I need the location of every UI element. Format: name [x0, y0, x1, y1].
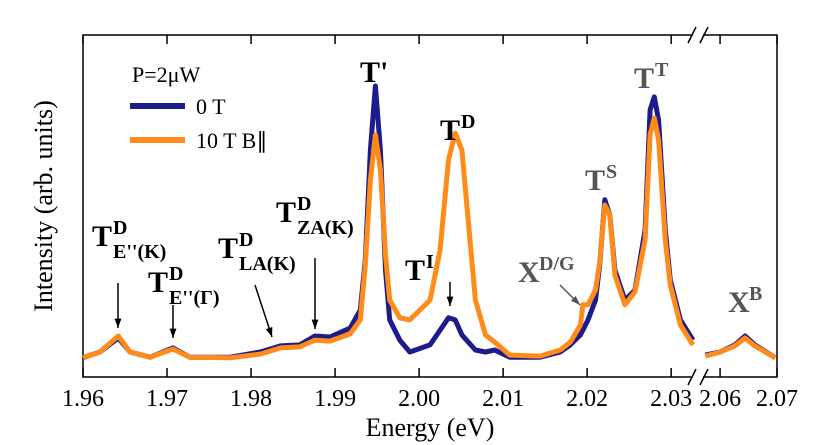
y-axis-label: Intensity (arb. units) — [29, 100, 58, 312]
x-tick-label: 2.00 — [398, 386, 440, 412]
annotation-sup: B — [749, 283, 762, 305]
annotation-sub: ZA(K) — [297, 217, 354, 239]
annotation-arrowhead — [446, 296, 454, 306]
x-tick-label: 2.06 — [699, 386, 741, 412]
annotation-arrowhead — [169, 328, 177, 338]
x-tick-label: 1.98 — [230, 386, 272, 412]
series-line — [82, 115, 777, 361]
x-tick-label: 2.03 — [650, 386, 692, 412]
annotation-sub: E''(Γ) — [169, 287, 220, 309]
annotation-text: T — [276, 196, 296, 229]
annotation-arrowhead — [265, 327, 273, 337]
annotation-sup: I — [426, 251, 434, 273]
annotation-sub: LA(K) — [239, 253, 296, 275]
annotation-text: X — [518, 256, 540, 289]
annotation-sup: D — [297, 193, 311, 215]
x-tick-label: 2.07 — [756, 386, 798, 412]
legend-title: P=2μW — [132, 62, 200, 87]
legend-label: 0 T — [196, 94, 226, 119]
annotation: TT — [634, 59, 669, 95]
x-tick-label: 2.01 — [482, 386, 524, 412]
annotation-text: T' — [360, 56, 388, 89]
annotation-sup: T — [655, 59, 669, 81]
annotation: TI — [405, 251, 434, 287]
series-line — [82, 83, 777, 361]
annotation: TD E''(K) — [92, 217, 166, 263]
annotation-arrowhead — [311, 319, 319, 329]
annotation-sup: D/G — [539, 253, 575, 275]
legend-label: 10 T B∥ — [196, 128, 267, 153]
annotation: TS — [585, 161, 617, 197]
annotation-text: X — [728, 286, 750, 319]
annotation: XB — [728, 283, 762, 319]
annotation: XD/G — [518, 253, 575, 289]
axis-frame — [82, 34, 778, 378]
axis-break — [687, 26, 709, 44]
x-tick-label: 1.99 — [314, 386, 356, 412]
annotation-text: T — [405, 254, 425, 287]
axis-break — [687, 368, 709, 386]
annotation-text: T — [148, 266, 168, 299]
annotation-sup: D — [461, 111, 475, 133]
annotation-sup: D — [239, 229, 253, 251]
x-axis-label: Energy (eV) — [366, 413, 495, 442]
x-tick-label: 1.96 — [62, 386, 104, 412]
x-tick-label: 2.02 — [566, 386, 608, 412]
annotation-text: T — [585, 164, 605, 197]
annotation: TD E''(Γ) — [148, 263, 220, 309]
annotation-sup: S — [606, 161, 617, 183]
annotation-arrowhead — [114, 318, 122, 328]
annotation: TD ZA(K) — [276, 193, 354, 239]
annotation-text: T — [634, 62, 654, 95]
annotation: T' — [360, 56, 388, 89]
annotation-arrowhead — [570, 295, 580, 305]
annotation-sup: D — [169, 263, 183, 285]
annotation-sub: E''(K) — [113, 241, 166, 263]
annotation: TD LA(K) — [218, 229, 296, 275]
x-tick-label: 1.97 — [146, 386, 188, 412]
annotation-text: T — [92, 220, 112, 253]
annotation: TD — [440, 111, 475, 147]
annotation-text: T — [440, 114, 460, 147]
annotation-text: T — [218, 232, 238, 265]
annotation-sup: D — [113, 217, 127, 239]
